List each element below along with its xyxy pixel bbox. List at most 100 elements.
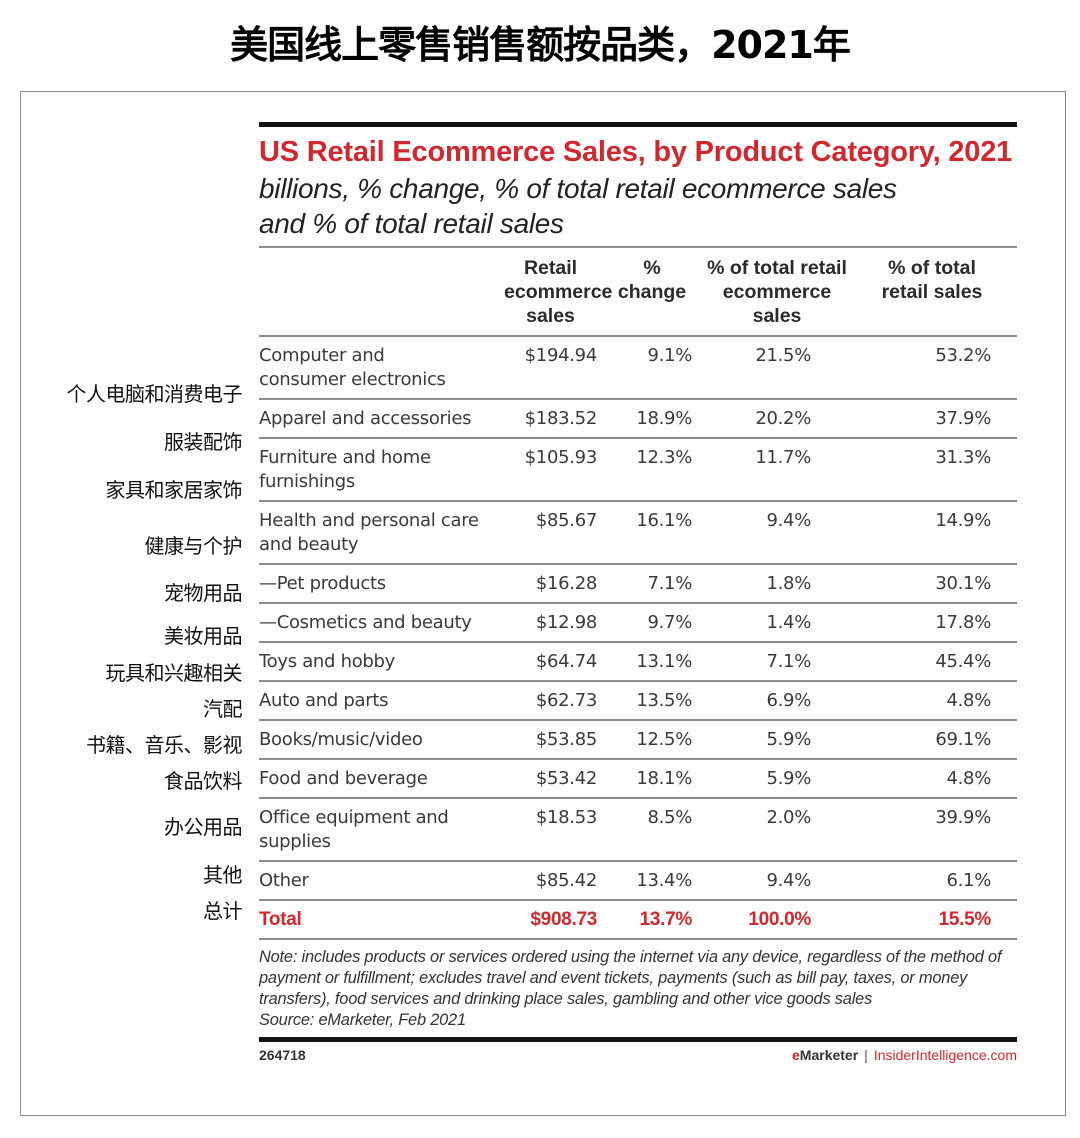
header-share-retail: % of total retail sales [847, 248, 1017, 337]
cn-label: 办公用品 [164, 815, 243, 839]
sales-cell: $62.73 [504, 681, 597, 721]
total-label: Total [259, 900, 504, 940]
change-cell: 13.5% [597, 681, 707, 721]
bottom-rule [259, 1037, 1017, 1042]
emarketer-chart-card: US Retail Ecommerce Sales, by Product Ca… [259, 122, 1017, 1063]
category-cell: Auto and parts [259, 681, 504, 721]
category-cell: Toys and hobby [259, 642, 504, 682]
share-ecom-cell: 11.7% [707, 438, 847, 502]
cn-label: 食品饮料 [164, 769, 243, 793]
share-retail-cell: 4.8% [847, 681, 1017, 721]
table-row: Books/music/video $53.85 12.5% 5.9% 69.1… [259, 720, 1017, 760]
sales-cell: $53.85 [504, 720, 597, 760]
chart-subtitle: billions, % change, % of total retail ec… [259, 171, 1017, 241]
share-retail-cell: 37.9% [847, 399, 1017, 439]
table-row: Toys and hobby $64.74 13.1% 7.1% 45.4% [259, 642, 1017, 682]
change-cell: 9.1% [597, 336, 707, 400]
category-cell: —Pet products [259, 564, 504, 604]
chart-footer: 264718 eMarketer | InsiderIntelligence.com [259, 1047, 1017, 1063]
table-row: Office equipment and supplies $18.53 8.5%… [259, 798, 1017, 862]
sales-cell: $194.94 [504, 336, 597, 400]
table-row: Health and personal care and beauty $85.6… [259, 501, 1017, 565]
total-change: 13.7% [597, 900, 707, 940]
chart-title: US Retail Ecommerce Sales, by Product Ca… [259, 136, 1013, 168]
category-cell: Health and personal care and beauty [259, 501, 504, 565]
share-ecom-cell: 9.4% [707, 501, 847, 565]
change-cell: 8.5% [597, 798, 707, 862]
share-ecom-cell: 5.9% [707, 720, 847, 760]
data-table: Retail ecommerce sales % change % of tot… [259, 248, 1017, 940]
share-ecom-cell: 9.4% [707, 861, 847, 901]
total-sales: $908.73 [504, 900, 597, 940]
cn-label: 总计 [203, 899, 243, 923]
change-cell: 18.1% [597, 759, 707, 799]
category-cell: Food and beverage [259, 759, 504, 799]
table-row: —Cosmetics and beauty $12.98 9.7% 1.4% 1… [259, 603, 1017, 643]
share-ecom-cell: 6.9% [707, 681, 847, 721]
total-row: Total $908.73 13.7% 100.0% 15.5% [259, 900, 1017, 940]
share-retail-cell: 30.1% [847, 564, 1017, 604]
share-ecom-cell: 20.2% [707, 399, 847, 439]
change-cell: 12.5% [597, 720, 707, 760]
change-cell: 12.3% [597, 438, 707, 502]
note-text: Note: includes products or services orde… [259, 948, 1002, 1008]
cn-label: 玩具和兴趣相关 [105, 661, 243, 685]
cn-label: 家具和家居家饰 [105, 478, 243, 502]
share-retail-cell: 31.3% [847, 438, 1017, 502]
cn-label: 汽配 [203, 697, 243, 721]
total-share-ecom: 100.0% [707, 900, 847, 940]
change-cell: 13.4% [597, 861, 707, 901]
change-cell: 7.1% [597, 564, 707, 604]
top-rule [259, 122, 1017, 127]
cn-label: 个人电脑和消费电子 [66, 382, 243, 406]
share-retail-cell: 14.9% [847, 501, 1017, 565]
change-cell: 13.1% [597, 642, 707, 682]
table-row: Computer and consumer electronics $194.94… [259, 336, 1017, 400]
cn-label: 健康与个护 [144, 534, 243, 558]
share-retail-cell: 4.8% [847, 759, 1017, 799]
share-ecom-cell: 7.1% [707, 642, 847, 682]
sales-cell: $85.67 [504, 501, 597, 565]
table-row: Other $85.42 13.4% 9.4% 6.1% [259, 861, 1017, 901]
brand-credit: eMarketer | InsiderIntelligence.com [792, 1047, 1017, 1063]
table-row: Auto and parts $62.73 13.5% 6.9% 4.8% [259, 681, 1017, 721]
source-text: Source: eMarketer, Feb 2021 [259, 1011, 466, 1029]
share-ecom-cell: 5.9% [707, 759, 847, 799]
share-ecom-cell: 21.5% [707, 336, 847, 400]
brand-separator: | [864, 1047, 868, 1063]
share-retail-cell: 45.4% [847, 642, 1017, 682]
brand-logo-rest: Marketer [799, 1047, 859, 1063]
sales-cell: $64.74 [504, 642, 597, 682]
change-cell: 9.7% [597, 603, 707, 643]
table-row: Food and beverage $53.42 18.1% 5.9% 4.8% [259, 759, 1017, 799]
sales-cell: $16.28 [504, 564, 597, 604]
chart-id: 264718 [259, 1047, 306, 1063]
subtitle-line: and % of total retail sales [259, 208, 564, 239]
share-ecom-cell: 1.4% [707, 603, 847, 643]
brand-logo-e: e [792, 1047, 800, 1063]
header-share-ecom: % of total retail ecommerce sales [707, 248, 847, 337]
change-cell: 18.9% [597, 399, 707, 439]
brand-site-link[interactable]: InsiderIntelligence.com [873, 1047, 1017, 1063]
header-sales: Retail ecommerce sales [504, 248, 612, 337]
header-change: % change [597, 248, 707, 337]
share-retail-cell: 6.1% [847, 861, 1017, 901]
table-row: Furniture and home furnishings $105.93 12… [259, 438, 1017, 502]
category-cell: Computer and consumer electronics [259, 336, 504, 400]
sales-cell: $183.52 [504, 399, 597, 439]
share-retail-cell: 53.2% [847, 336, 1017, 400]
share-retail-cell: 39.9% [847, 798, 1017, 862]
header-category [259, 248, 504, 337]
subtitle-rule [259, 246, 1017, 248]
page-title: 美国线上零售销售额按品类，2021年 [230, 23, 851, 67]
category-cell: Furniture and home furnishings [259, 438, 504, 502]
share-retail-cell: 17.8% [847, 603, 1017, 643]
footnote: Note: includes products or services orde… [259, 947, 1017, 1031]
change-cell: 16.1% [597, 501, 707, 565]
table-row: Apparel and accessories $183.52 18.9% 20… [259, 399, 1017, 439]
cn-label: 书籍、音乐、影视 [86, 733, 243, 757]
sales-cell: $18.53 [504, 798, 597, 862]
sales-cell: $85.42 [504, 861, 597, 901]
category-cell: Books/music/video [259, 720, 504, 760]
header-row: Retail ecommerce sales % change % of tot… [259, 248, 1017, 337]
